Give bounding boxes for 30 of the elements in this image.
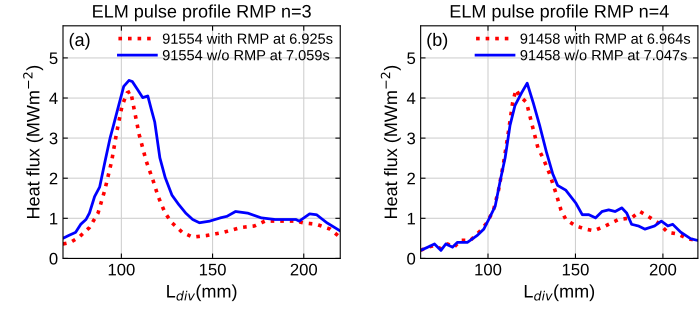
y-tick-label: 0 [407,252,416,265]
legend-label: 91458 with RMP at 6.964s [520,33,690,44]
y-tick-label: 2 [407,172,415,184]
y-axis-title: Heat flux (MWm$^{−2}$) [23,66,44,218]
y-tick-label: 1 [50,212,58,224]
y-tick-label: 2 [50,172,58,184]
y-axis-title: Heat flux (MWm$^{−2}$) [380,66,401,218]
x-tick-label: 100 [475,264,502,276]
x-axis-title: L$_{div}$(mm) [524,284,594,302]
y-tick-label: 1 [408,212,415,224]
chart-title: ELM pulse profile RMP n=4 [450,4,669,22]
annotation: (a) [70,32,90,50]
legend-label: 91458 w/o RMP at 7.047s [520,50,687,60]
y-tick-label: 5 [50,52,58,64]
chart-title: ELM pulse profile RMP n=3 [93,4,311,22]
y-tick-label: 0 [50,252,58,265]
x-tick-label: 200 [650,264,676,276]
y-tick-label: 4 [49,92,58,104]
y-tick-label: 3 [50,132,58,144]
x-axis-title: L$_{div}$(mm) [167,284,236,302]
x-tick-label: 150 [562,264,589,276]
x-tick-label: 150 [200,264,226,276]
annotation: (b) [427,32,448,50]
y-tick-label: 4 [406,92,416,104]
legend-label: 91554 with RMP at 6.925s [162,33,332,44]
x-tick-label: 100 [108,264,135,276]
y-tick-label: 5 [407,52,416,64]
x-tick-label: 200 [290,264,318,276]
y-tick-label: 3 [407,132,416,144]
legend-label: 91554 w/o RMP at 7.059s [162,50,330,60]
